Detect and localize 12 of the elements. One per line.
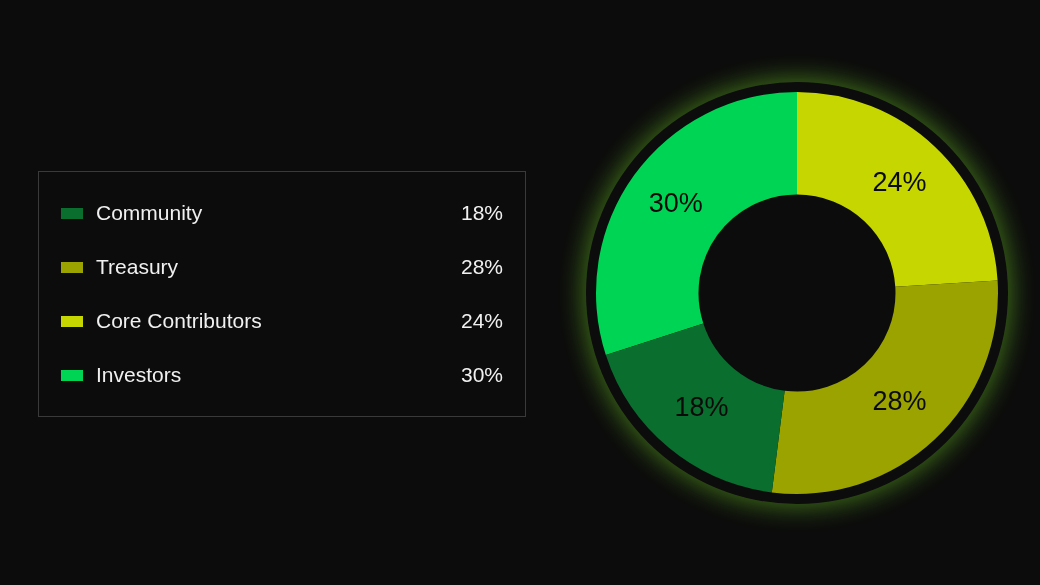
data-label: 30%: [460, 363, 503, 387]
data-label: 24%: [872, 167, 927, 198]
legend-label: Community: [96, 201, 204, 225]
text: 30%: [648, 188, 703, 219]
legend-label: Investors: [96, 363, 183, 387]
text: 24%: [460, 309, 503, 332]
text: 18%: [460, 201, 503, 224]
text: 28%: [460, 255, 503, 278]
legend-label: Treasury: [96, 255, 180, 279]
data-label: 28%: [872, 385, 927, 416]
data-label: 18%: [674, 391, 729, 422]
legend-label: Core Contributors: [96, 309, 263, 333]
